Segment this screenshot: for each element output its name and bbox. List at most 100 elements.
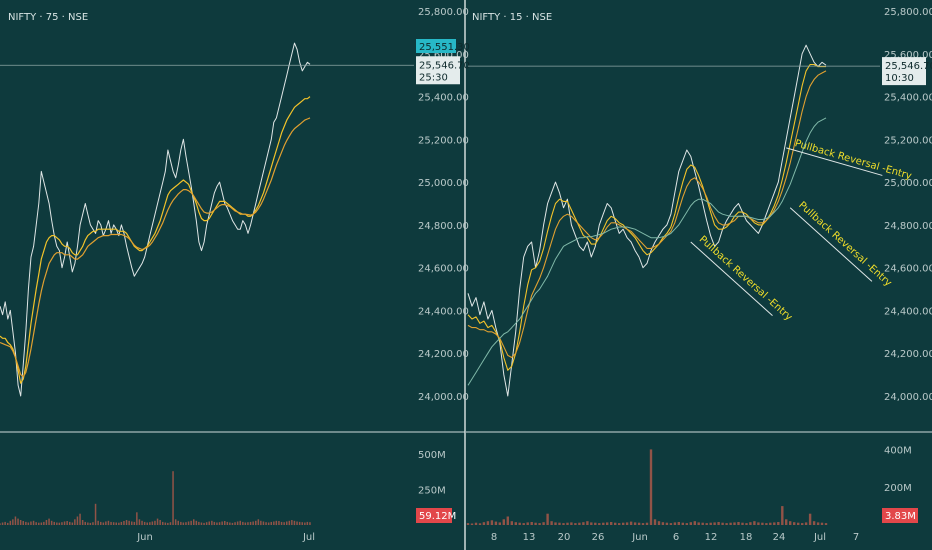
volume-bar — [761, 522, 764, 525]
volume-bar — [590, 522, 593, 525]
chart-title-right: NIFTY · 15 · NSE — [472, 12, 552, 23]
volume-bar — [812, 521, 816, 525]
volume-bar — [249, 521, 252, 525]
volume-bar — [255, 520, 257, 526]
volume-bar — [105, 521, 107, 525]
volume-bar — [820, 522, 824, 525]
volume-bar — [304, 522, 306, 525]
volume-bar — [657, 521, 661, 525]
volume-bar — [701, 522, 704, 525]
volume-bar — [110, 521, 112, 525]
volume-bar — [550, 521, 553, 525]
volume-bar — [801, 523, 804, 525]
volume-bar — [765, 523, 768, 525]
y-tick-label: 24,600.00 — [418, 264, 469, 275]
volume-bar — [622, 522, 625, 525]
volume-bar — [306, 521, 309, 525]
volume-bar — [514, 522, 517, 525]
volume-bar — [614, 522, 617, 525]
y-tick-label: 25,600.00 — [418, 50, 469, 61]
volume-bar — [490, 520, 494, 525]
volume-bar — [27, 522, 30, 525]
left-chart-layer: 24,000.00 24,200.00 24,400.00 24,600.00 24,8… — [0, 7, 470, 543]
chart-title-left: NIFTY · 75 · NSE — [8, 12, 88, 23]
volume-bar — [808, 513, 812, 525]
y-tick-label: 25,400.00 — [418, 93, 469, 104]
volume-bar — [94, 503, 97, 526]
volume-bar — [182, 522, 185, 525]
x-tick-label: 12 — [705, 532, 718, 543]
volume-bar — [74, 519, 76, 525]
volume-bar — [218, 522, 221, 525]
volume-bar — [629, 521, 633, 525]
volume-bar — [216, 522, 218, 525]
x-tick-label: 8 — [491, 532, 497, 543]
volume-bar — [172, 471, 174, 525]
volume-bar — [32, 520, 35, 526]
volume-bar — [641, 523, 645, 525]
volume-bar — [649, 449, 653, 525]
volume-bar — [275, 520, 278, 526]
volume-bar — [582, 522, 585, 525]
y-tick-label: 25,400.00 — [884, 93, 932, 104]
volume-bar — [213, 521, 216, 525]
volume-bar — [669, 523, 673, 525]
volume-bar — [645, 522, 649, 525]
volume-bar — [602, 522, 605, 525]
y-tick-label: 24,200.00 — [418, 349, 469, 360]
volume-bar — [133, 521, 136, 525]
crosshair-badge-time: 10:30 — [885, 73, 914, 84]
x-tick-label: 6 — [673, 532, 679, 543]
x-tick-label: Jul — [813, 532, 826, 543]
volume-bar — [534, 522, 537, 525]
volume-bar — [737, 522, 740, 525]
volume-bar — [162, 521, 164, 525]
volume-bar — [510, 521, 513, 525]
volume-bar — [697, 522, 700, 525]
volume-bar — [164, 522, 167, 525]
y-tick-label: 25,000.00 — [884, 178, 932, 189]
volume-bar — [107, 520, 110, 526]
volume-bar — [9, 520, 12, 526]
volume-bar — [35, 522, 37, 525]
volume-bar — [221, 521, 223, 525]
volume-bar — [40, 522, 43, 525]
volume-bar — [816, 522, 820, 525]
volume-bar — [273, 521, 275, 525]
volume-bar — [530, 522, 533, 525]
volume-bar — [115, 522, 117, 525]
volume-bar — [1, 522, 4, 525]
volume-bar — [486, 521, 490, 525]
volume-bar — [156, 518, 159, 525]
y-tick-label: 25,800.00 — [418, 7, 469, 18]
volume-bar — [278, 521, 280, 525]
volume-bar — [125, 520, 128, 525]
volume-bar — [804, 522, 808, 525]
x-tick-label: Jul — [302, 532, 315, 543]
volume-bar — [482, 522, 486, 525]
volume-bar — [61, 522, 63, 525]
volume-bar — [97, 520, 99, 526]
volume-bar — [283, 522, 285, 525]
volume-bar — [69, 521, 71, 525]
volume-bar — [242, 521, 244, 525]
x-tick-label: 18 — [740, 532, 753, 543]
volume-bar — [633, 522, 637, 525]
crosshair-badge-time: 25:30 — [419, 72, 448, 83]
volume-bar — [653, 519, 657, 525]
volume-bar — [146, 522, 148, 525]
x-tick-label: 26 — [592, 532, 605, 543]
volume-bar — [298, 521, 301, 525]
volume-bar — [151, 521, 154, 525]
volume-bar — [586, 521, 589, 525]
volume-bar — [76, 516, 79, 525]
volume-bar — [185, 522, 187, 525]
volume-bar — [665, 522, 669, 525]
volume-bar — [154, 520, 156, 526]
volume-bar — [610, 522, 613, 525]
volume-bar — [522, 523, 525, 525]
volume-bar — [226, 521, 229, 525]
volume-bar — [673, 522, 677, 525]
